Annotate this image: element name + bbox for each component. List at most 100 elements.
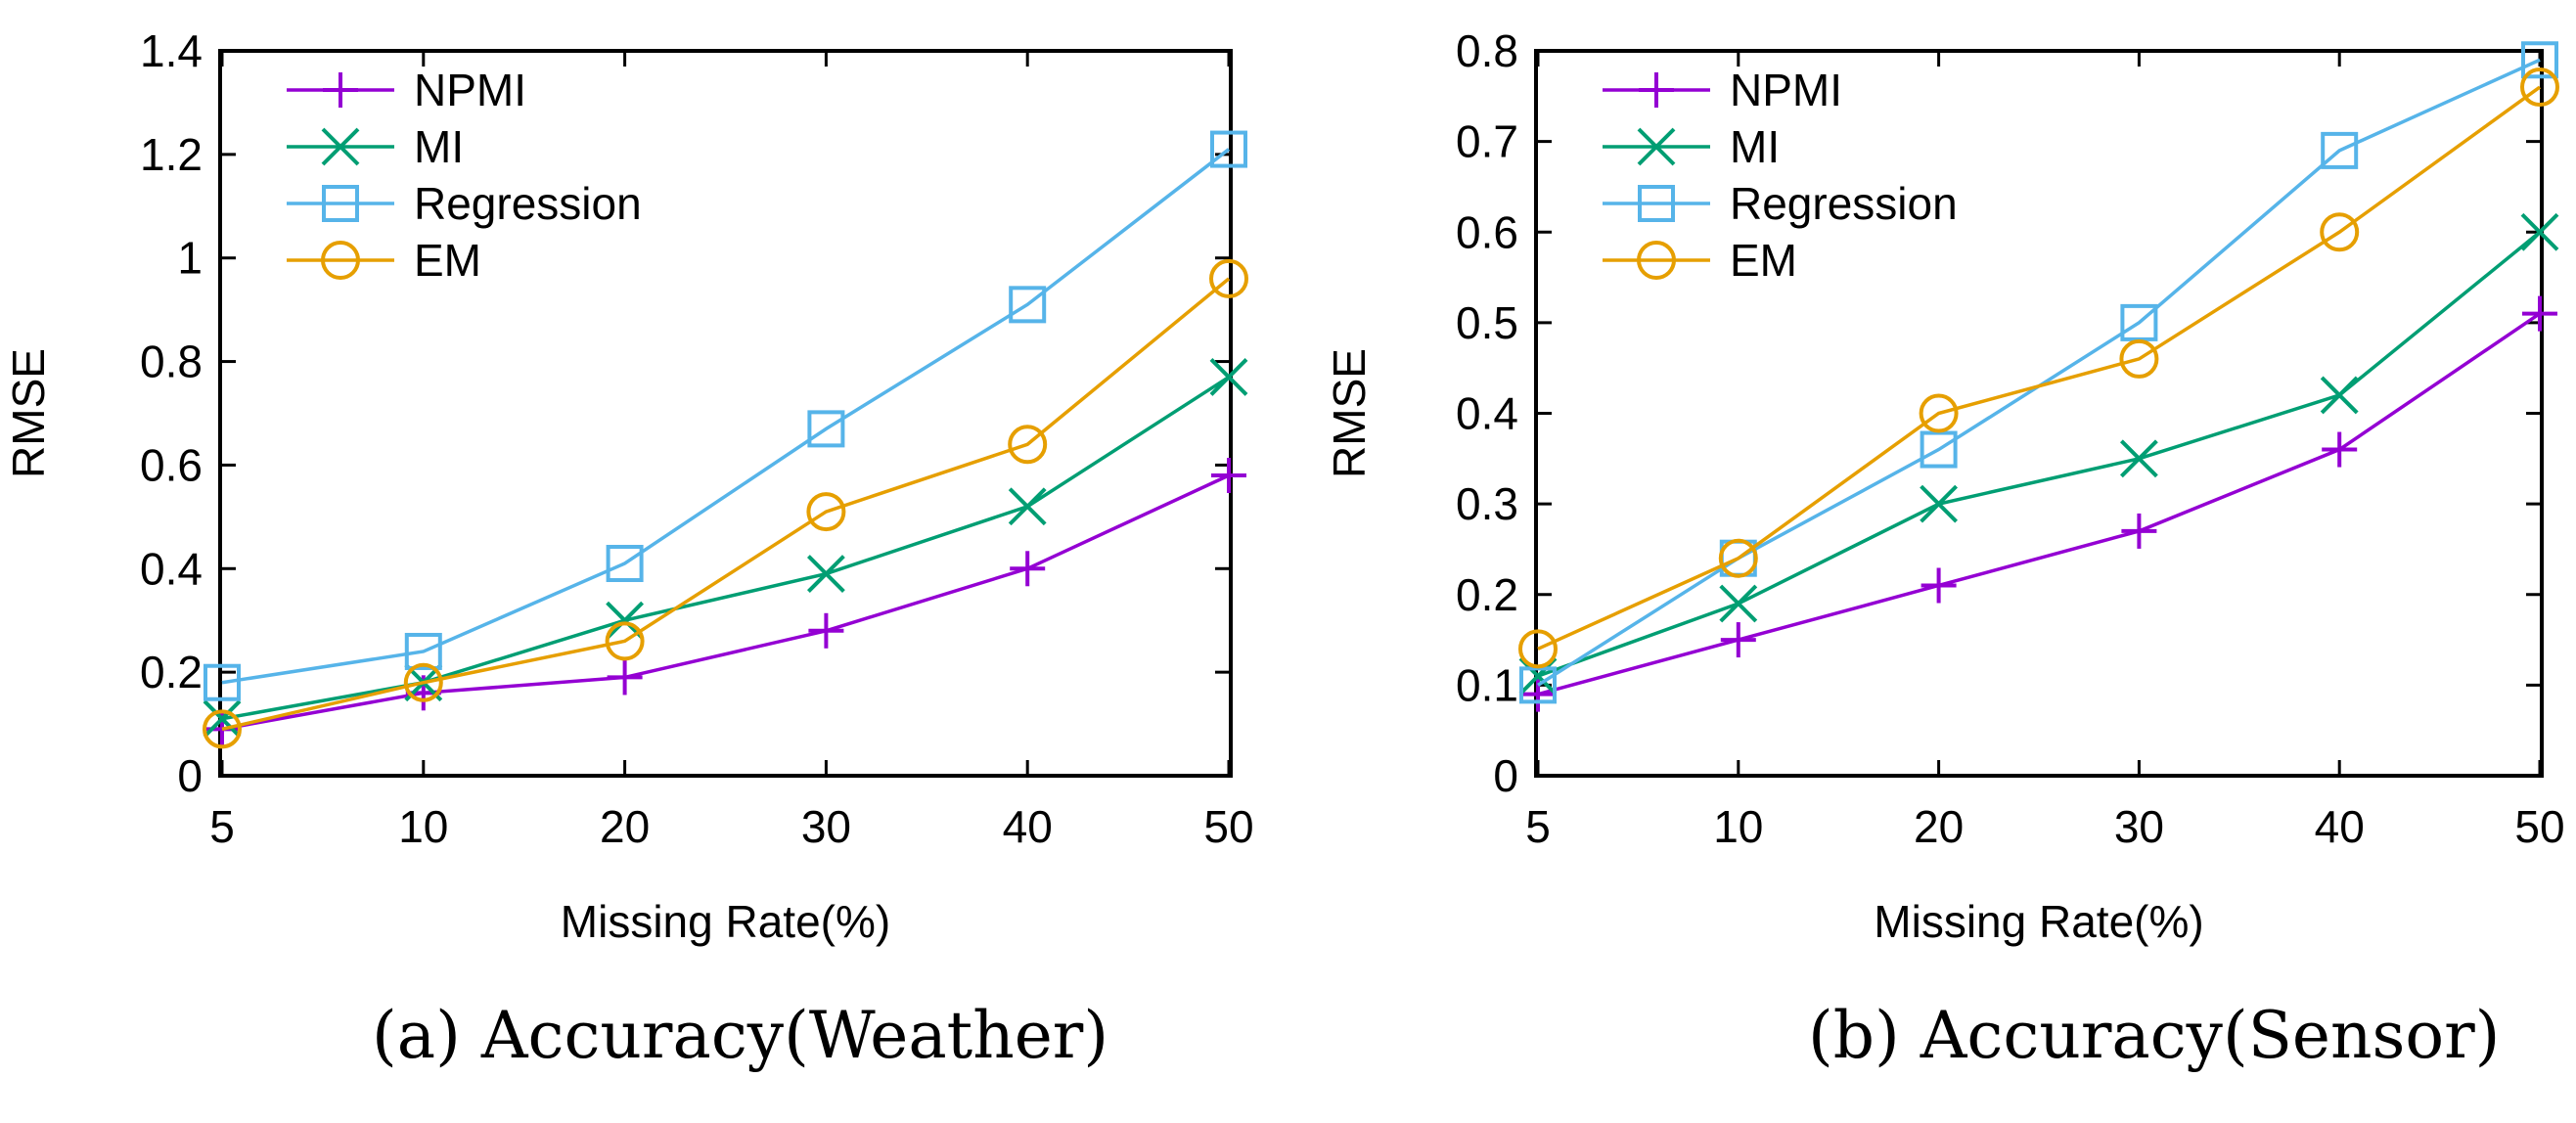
x-axis-title: Missing Rate(%) bbox=[561, 896, 890, 947]
point-npmi-20 bbox=[607, 659, 643, 696]
series-mi bbox=[1518, 212, 2559, 696]
y-tick-label: 0.6 bbox=[140, 439, 203, 490]
y-axis-title: RMSE bbox=[1324, 348, 1375, 478]
chart-a: 0 0.2 0.4 0.6 0.8 1 1.2 1.4 5 10 20 30 40 50 Missing R… bbox=[3, 25, 1254, 947]
y-axis-title: RMSE bbox=[3, 348, 54, 478]
legend-marker-em bbox=[1637, 241, 1676, 280]
legend-marker-npmi bbox=[1639, 72, 1674, 108]
series-line-mi bbox=[1537, 230, 2542, 678]
point-mi-40 bbox=[2320, 376, 2359, 415]
chart-b-caption: (b) Accuracy(Sensor) bbox=[1808, 998, 2501, 1073]
x-tick-label: 40 bbox=[2315, 801, 2365, 852]
chart-a-frame bbox=[218, 49, 1233, 778]
y-tick-label: 1.4 bbox=[140, 25, 203, 76]
legend-label: MI bbox=[1730, 121, 1780, 172]
series-npmi bbox=[204, 458, 1246, 747]
series-npmi bbox=[1520, 295, 2557, 712]
legend-label: NPMI bbox=[414, 65, 526, 115]
y-tick-label: 0.6 bbox=[1456, 206, 1518, 257]
legend-label: NPMI bbox=[1730, 65, 1842, 115]
legend-marker-npmi bbox=[323, 72, 358, 108]
point-npmi-20 bbox=[1921, 567, 1957, 604]
point-regression-20 bbox=[1920, 430, 1958, 469]
point-regression-40 bbox=[2321, 131, 2359, 169]
legend-item-em: EM bbox=[1603, 235, 1797, 286]
point-mi-50 bbox=[2520, 212, 2559, 251]
series-line-regression bbox=[1537, 58, 2541, 687]
point-npmi-50 bbox=[2522, 295, 2557, 332]
series-regression bbox=[203, 130, 1247, 701]
series-mi bbox=[203, 358, 1248, 739]
series-line-em bbox=[221, 277, 1231, 732]
point-em-30 bbox=[806, 492, 846, 532]
x-tick-label: 50 bbox=[1203, 801, 1253, 852]
legend-marker-regression bbox=[1638, 185, 1675, 222]
point-mi-5 bbox=[203, 699, 242, 739]
legend-label: EM bbox=[1730, 235, 1797, 286]
point-mi-40 bbox=[1008, 487, 1047, 526]
point-em-20 bbox=[1919, 393, 1959, 433]
point-em-5 bbox=[1518, 629, 1558, 669]
y-tick-label: 0.7 bbox=[1456, 116, 1518, 167]
series-em bbox=[203, 258, 1248, 749]
point-em-5 bbox=[203, 709, 242, 749]
y-tick-label: 0.8 bbox=[1456, 25, 1518, 76]
series-line-regression bbox=[221, 148, 1231, 685]
legend-item-regression: Regression bbox=[1603, 178, 1958, 229]
point-em-30 bbox=[2119, 338, 2159, 379]
series-em bbox=[1518, 67, 2559, 669]
y-tick-label: 1.2 bbox=[140, 129, 203, 180]
legend-item-regression: Regression bbox=[287, 178, 642, 229]
x-tick-label: 30 bbox=[2114, 801, 2164, 852]
x-tick-label: 20 bbox=[1914, 801, 1964, 852]
point-mi-30 bbox=[806, 555, 845, 593]
x-tick-label: 30 bbox=[801, 801, 851, 852]
x-tick-label: 50 bbox=[2514, 801, 2564, 852]
point-mi-20 bbox=[1920, 484, 1959, 523]
legend-label: MI bbox=[414, 121, 464, 172]
legend-item-mi: MI bbox=[287, 121, 464, 172]
point-regression-5 bbox=[203, 663, 241, 701]
y-tick-label: 0.1 bbox=[1456, 659, 1518, 710]
point-mi-10 bbox=[1719, 584, 1758, 623]
legend-item-npmi: NPMI bbox=[1603, 65, 1842, 115]
point-regression-40 bbox=[1009, 286, 1047, 324]
x-tick-label: 10 bbox=[1713, 801, 1763, 852]
point-regression-30 bbox=[807, 410, 845, 448]
point-regression-50 bbox=[2521, 41, 2558, 79]
point-regression-10 bbox=[404, 632, 442, 670]
chart-b-legend: NPMI MI Regression EM bbox=[1603, 65, 1958, 286]
point-em-40 bbox=[2320, 212, 2360, 252]
series-line-npmi bbox=[1537, 312, 2541, 696]
series-regression bbox=[1519, 41, 2558, 704]
legend-marker-regression bbox=[322, 185, 359, 222]
legend-label: EM bbox=[414, 235, 481, 286]
point-regression-20 bbox=[606, 544, 644, 582]
y-tick-label: 0 bbox=[1493, 750, 1518, 801]
point-em-10 bbox=[1718, 538, 1758, 578]
legend-marker-mi bbox=[321, 127, 360, 166]
legend-marker-em bbox=[321, 241, 360, 280]
y-tick-label: 0.8 bbox=[140, 337, 203, 387]
y-tick-label: 0.3 bbox=[1456, 478, 1518, 529]
point-npmi-30 bbox=[2121, 513, 2157, 549]
x-tick-label: 20 bbox=[600, 801, 650, 852]
legend-marker-mi bbox=[1637, 127, 1676, 166]
point-npmi-5 bbox=[1520, 676, 1556, 712]
chart-a-legend: NPMI MI Regression EM bbox=[287, 65, 642, 286]
point-npmi-40 bbox=[2322, 431, 2358, 468]
series-line-em bbox=[1537, 85, 2542, 651]
legend-item-em: EM bbox=[287, 235, 481, 286]
point-npmi-50 bbox=[1211, 458, 1246, 494]
x-tick-label: 10 bbox=[398, 801, 448, 852]
y-tick-label: 0.2 bbox=[1456, 569, 1518, 620]
point-em-20 bbox=[605, 621, 645, 661]
series-line-mi bbox=[221, 375, 1230, 721]
series-line-npmi bbox=[221, 473, 1230, 732]
point-npmi-40 bbox=[1010, 551, 1046, 587]
x-tick-label: 5 bbox=[1525, 801, 1551, 852]
point-em-10 bbox=[403, 662, 443, 702]
legend-item-mi: MI bbox=[1603, 121, 1780, 172]
y-tick-label: 0.4 bbox=[1456, 388, 1518, 439]
